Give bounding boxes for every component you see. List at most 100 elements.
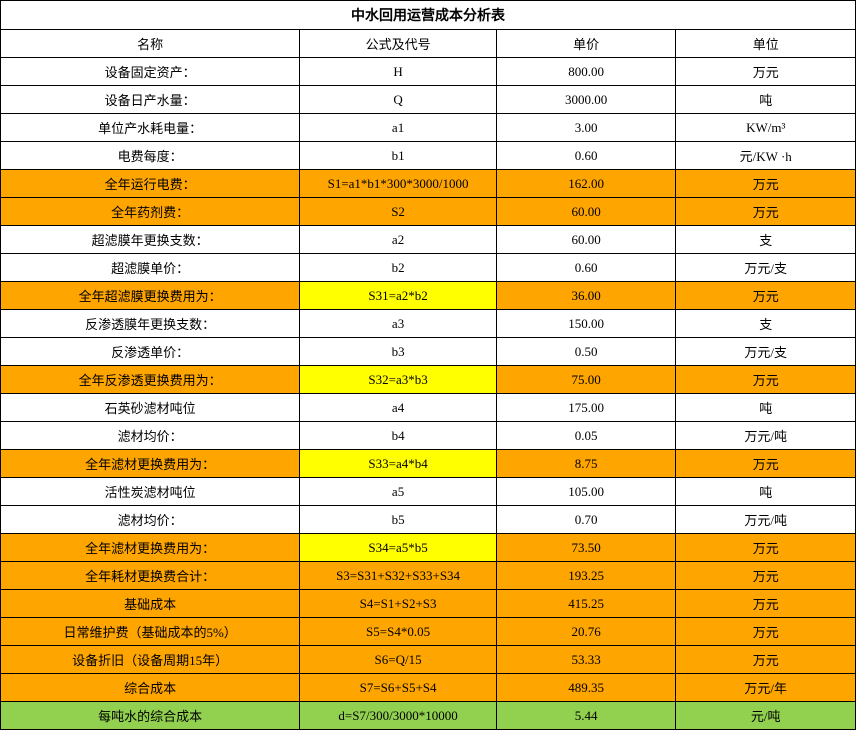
table-row: 日常维护费（基础成本的5%）S5=S4*0.0520.76万元: [1, 618, 856, 646]
cell-price: 3000.00: [496, 86, 676, 114]
cell-formula: a1: [300, 114, 497, 142]
cell-price: 3.00: [496, 114, 676, 142]
cell-price: 0.60: [496, 142, 676, 170]
table-row: 全年滤材更换费用为：S34=a5*b573.50万元: [1, 534, 856, 562]
cell-name: 石英砂滤材吨位: [1, 394, 300, 422]
table-row: 全年药剂费：S260.00万元: [1, 198, 856, 226]
cell-name: 基础成本: [1, 590, 300, 618]
table-row: 综合成本S7=S6+S5+S4489.35万元/年: [1, 674, 856, 702]
cell-formula: S31=a2*b2: [300, 282, 497, 310]
table-row: 滤材均价：b50.70万元/吨: [1, 506, 856, 534]
cost-analysis-table: 中水回用运营成本分析表 名称 公式及代号 单价 单位 设备固定资产：H800.0…: [0, 0, 856, 730]
table-row: 超滤膜年更换支数：a260.00支: [1, 226, 856, 254]
cell-formula: S34=a5*b5: [300, 534, 497, 562]
table-row: 全年超滤膜更换费用为：S31=a2*b236.00万元: [1, 282, 856, 310]
cell-formula: b4: [300, 422, 497, 450]
cell-formula: b2: [300, 254, 497, 282]
table-row: 基础成本S4=S1+S2+S3415.25万元: [1, 590, 856, 618]
table-row: 活性炭滤材吨位a5105.00吨: [1, 478, 856, 506]
cell-price: 75.00: [496, 366, 676, 394]
cell-price: 800.00: [496, 58, 676, 86]
table-row: 全年滤材更换费用为：S33=a4*b48.75万元: [1, 450, 856, 478]
table-row: 每吨水的综合成本d=S7/300/3000*100005.44元/吨: [1, 702, 856, 730]
cell-name: 设备折旧（设备周期15年）: [1, 646, 300, 674]
cell-formula: S33=a4*b4: [300, 450, 497, 478]
cell-formula: b3: [300, 338, 497, 366]
cell-unit: 支: [676, 226, 856, 254]
cell-price: 53.33: [496, 646, 676, 674]
table-row: 单位产水耗电量：a13.00KW/m³: [1, 114, 856, 142]
cell-name: 反渗透膜年更换支数：: [1, 310, 300, 338]
cell-formula: b5: [300, 506, 497, 534]
cell-name: 每吨水的综合成本: [1, 702, 300, 730]
cell-name: 日常维护费（基础成本的5%）: [1, 618, 300, 646]
cell-name: 活性炭滤材吨位: [1, 478, 300, 506]
cell-unit: 吨: [676, 394, 856, 422]
table-title: 中水回用运营成本分析表: [1, 1, 856, 30]
cell-name: 反渗透单价：: [1, 338, 300, 366]
cell-price: 60.00: [496, 226, 676, 254]
cell-unit: KW/m³: [676, 114, 856, 142]
table-row: 设备日产水量：Q3000.00吨: [1, 86, 856, 114]
table-row: 设备折旧（设备周期15年）S6=Q/1553.33万元: [1, 646, 856, 674]
cell-name: 单位产水耗电量：: [1, 114, 300, 142]
cell-name: 全年药剂费：: [1, 198, 300, 226]
table-row: 超滤膜单价：b20.60万元/支: [1, 254, 856, 282]
cell-price: 36.00: [496, 282, 676, 310]
cell-price: 20.76: [496, 618, 676, 646]
cell-formula: Q: [300, 86, 497, 114]
cell-unit: 元/KW ·h: [676, 142, 856, 170]
table-row: 反渗透膜年更换支数：a3150.00支: [1, 310, 856, 338]
cell-formula: b1: [300, 142, 497, 170]
cell-unit: 万元: [676, 534, 856, 562]
cell-price: 150.00: [496, 310, 676, 338]
cell-unit: 万元/年: [676, 674, 856, 702]
table-row: 全年运行电费：S1=a1*b1*300*3000/1000162.00万元: [1, 170, 856, 198]
cell-price: 5.44: [496, 702, 676, 730]
table-row: 电费每度：b10.60元/KW ·h: [1, 142, 856, 170]
cell-name: 全年耗材更换费合计：: [1, 562, 300, 590]
table-row: 全年耗材更换费合计：S3=S31+S32+S33+S34193.25万元: [1, 562, 856, 590]
cell-unit: 吨: [676, 86, 856, 114]
cell-formula: a5: [300, 478, 497, 506]
cell-name: 设备固定资产：: [1, 58, 300, 86]
cell-price: 193.25: [496, 562, 676, 590]
cell-formula: S7=S6+S5+S4: [300, 674, 497, 702]
cell-unit: 万元: [676, 282, 856, 310]
cell-formula: S6=Q/15: [300, 646, 497, 674]
cell-unit: 万元: [676, 646, 856, 674]
cell-unit: 万元: [676, 562, 856, 590]
cell-formula: S2: [300, 198, 497, 226]
cell-unit: 吨: [676, 478, 856, 506]
cell-name: 滤材均价：: [1, 422, 300, 450]
cell-price: 0.60: [496, 254, 676, 282]
cell-name: 综合成本: [1, 674, 300, 702]
cell-formula: d=S7/300/3000*10000: [300, 702, 497, 730]
cell-name: 全年滤材更换费用为：: [1, 450, 300, 478]
cell-price: 105.00: [496, 478, 676, 506]
cell-unit: 万元: [676, 58, 856, 86]
table-row: 反渗透单价：b30.50万元/支: [1, 338, 856, 366]
cell-unit: 支: [676, 310, 856, 338]
cell-formula: S32=a3*b3: [300, 366, 497, 394]
cell-name: 设备日产水量：: [1, 86, 300, 114]
table-row: 全年反渗透更换费用为：S32=a3*b375.00万元: [1, 366, 856, 394]
cell-unit: 万元: [676, 450, 856, 478]
cell-name: 全年反渗透更换费用为：: [1, 366, 300, 394]
cell-unit: 万元/吨: [676, 506, 856, 534]
cell-formula: H: [300, 58, 497, 86]
cell-unit: 万元/吨: [676, 422, 856, 450]
cell-price: 73.50: [496, 534, 676, 562]
cell-formula: a2: [300, 226, 497, 254]
header-formula: 公式及代号: [300, 30, 497, 58]
cell-formula: S4=S1+S2+S3: [300, 590, 497, 618]
cell-formula: a4: [300, 394, 497, 422]
cell-name: 超滤膜年更换支数：: [1, 226, 300, 254]
cell-name: 全年滤材更换费用为：: [1, 534, 300, 562]
cell-unit: 万元/支: [676, 254, 856, 282]
header-price: 单价: [496, 30, 676, 58]
header-unit: 单位: [676, 30, 856, 58]
cell-name: 全年超滤膜更换费用为：: [1, 282, 300, 310]
cell-unit: 万元: [676, 590, 856, 618]
cell-price: 0.70: [496, 506, 676, 534]
